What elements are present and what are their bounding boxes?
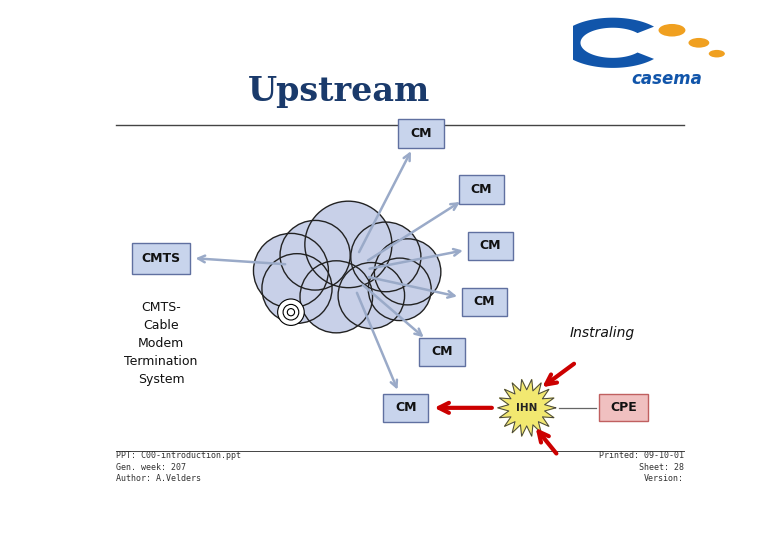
FancyBboxPatch shape: [420, 338, 465, 366]
Ellipse shape: [287, 308, 295, 316]
FancyBboxPatch shape: [599, 394, 647, 421]
Text: Instraling: Instraling: [569, 326, 635, 340]
Text: casema: casema: [631, 70, 702, 88]
Ellipse shape: [368, 258, 431, 321]
Text: CM: CM: [473, 295, 495, 308]
Ellipse shape: [283, 305, 299, 320]
Text: CMTS-
Cable
Modem
Termination
System: CMTS- Cable Modem Termination System: [124, 301, 197, 386]
Text: CM: CM: [431, 345, 453, 358]
Ellipse shape: [280, 220, 350, 290]
Text: Upstream: Upstream: [248, 75, 431, 109]
Polygon shape: [498, 380, 555, 436]
FancyBboxPatch shape: [462, 288, 507, 316]
Ellipse shape: [374, 239, 441, 305]
Text: CM: CM: [480, 239, 502, 252]
Ellipse shape: [278, 299, 304, 326]
Text: IHN: IHN: [516, 403, 537, 413]
Text: CM: CM: [410, 127, 431, 140]
Ellipse shape: [709, 50, 725, 57]
Text: CM: CM: [470, 183, 492, 196]
Ellipse shape: [351, 222, 421, 292]
Ellipse shape: [305, 201, 392, 288]
Ellipse shape: [262, 254, 332, 323]
Text: CPE: CPE: [610, 401, 636, 414]
Ellipse shape: [300, 261, 373, 333]
FancyBboxPatch shape: [133, 242, 190, 274]
Ellipse shape: [254, 233, 328, 308]
Text: CMTS: CMTS: [141, 252, 180, 265]
FancyBboxPatch shape: [399, 119, 444, 147]
Ellipse shape: [658, 24, 686, 37]
Ellipse shape: [338, 262, 405, 329]
FancyBboxPatch shape: [459, 176, 504, 204]
Text: Printed: 09-10-01
Sheet: 28
Version:: Printed: 09-10-01 Sheet: 28 Version:: [599, 451, 684, 483]
Polygon shape: [559, 18, 654, 68]
Text: CM: CM: [395, 401, 417, 414]
FancyBboxPatch shape: [383, 394, 428, 422]
Text: PPT: C00-introduction.ppt
Gen. week: 207
Author: A.Velders: PPT: C00-introduction.ppt Gen. week: 207…: [115, 451, 241, 483]
Ellipse shape: [689, 38, 709, 48]
FancyBboxPatch shape: [468, 232, 513, 260]
